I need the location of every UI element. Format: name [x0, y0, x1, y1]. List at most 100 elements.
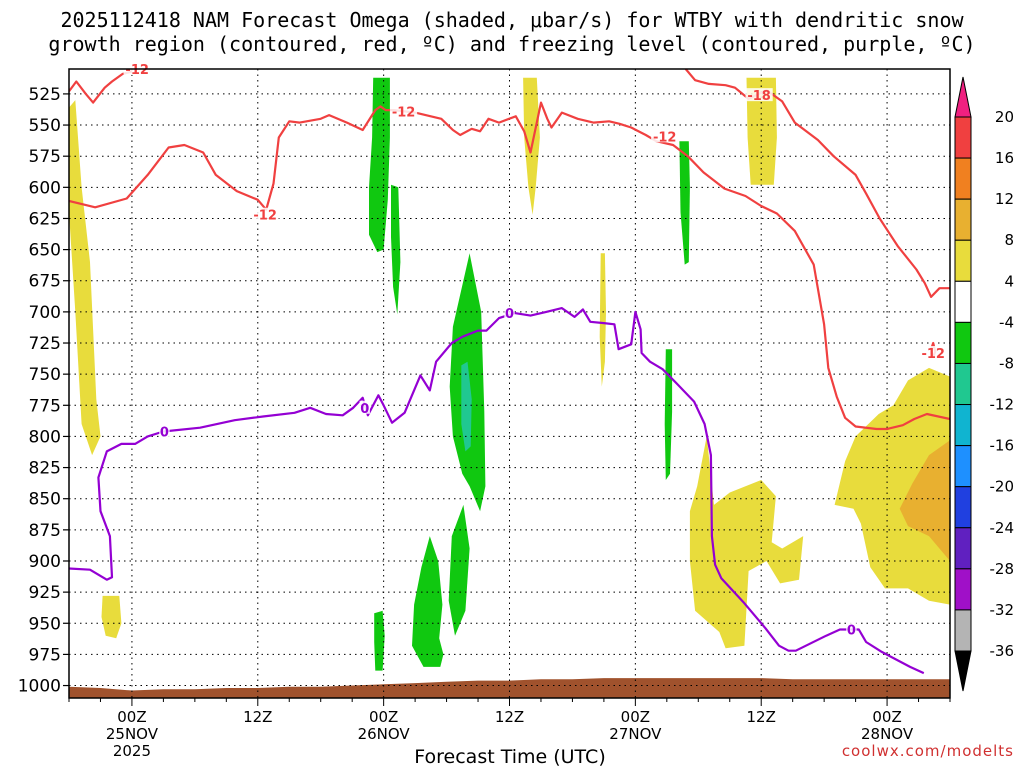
colorbar-bin-3: [954, 198, 972, 241]
freezing-contour-label-4: 0: [847, 623, 856, 638]
dgz-contour-1: [69, 101, 950, 431]
x-tick-label-30-1: 00Z: [369, 708, 398, 726]
y-tick-label-900: 900: [29, 552, 61, 572]
freezing-contour-label-1-bg: [159, 424, 170, 438]
colorbar-label-12: -28: [990, 560, 1015, 578]
y-tick-label-575: 575: [29, 147, 61, 167]
x-tick-label-30-2: 26NOV: [358, 725, 411, 743]
x-tick-label-18-1: 12Z: [243, 708, 272, 726]
colorbar-bin-8: [954, 404, 972, 447]
dgz-contour-label-2-bg: [651, 129, 679, 143]
y-tick-label-950: 950: [29, 614, 61, 634]
gridlines: [69, 69, 950, 698]
x-tick-label-54-1: 00Z: [621, 708, 650, 726]
y-tick-label-675: 675: [29, 272, 61, 292]
chart-title-line2: growth region (contoured, red, ºC) and f…: [48, 32, 976, 56]
omega-region-4: [599, 253, 606, 387]
colorbar-bin-5: [954, 280, 972, 323]
colorbar-label-6: -4: [999, 313, 1014, 331]
x-axis-title: Forecast Time (UTC): [414, 746, 606, 768]
freezing-contour-label-2-bg: [359, 400, 370, 414]
y-tick-label-650: 650: [29, 241, 61, 261]
colorbar: 20 16 12 8 4 -4 -8 -12 -16 -20 -24 -28 -32 -36: [954, 76, 1015, 692]
y-tick-label-525: 525: [29, 85, 61, 105]
omega-region-17: [461, 361, 472, 452]
y-tick-label-750: 750: [29, 365, 61, 385]
omega-region-15: [679, 141, 690, 265]
ground-area: [69, 678, 950, 698]
contour-lines: [69, 69, 950, 675]
freezing-contour-label-2: 0: [360, 402, 369, 417]
freezing-contour-1: [69, 307, 925, 675]
dgz-contour-label-3-bg: [389, 104, 418, 118]
omega-region-1: [69, 100, 101, 456]
chart-title-line1: 2025112418 NAM Forecast Omega (shaded, μ…: [60, 8, 964, 32]
omega-region-7: [834, 367, 950, 605]
omega-region-8: [899, 440, 950, 561]
colorbar-bin-11: [954, 527, 972, 570]
omega-region-16: [664, 349, 673, 480]
colorbar-label-4: 8: [1004, 231, 1014, 249]
freezing-contour-label-4-bg: [846, 622, 857, 636]
colorbar-bin-7: [954, 362, 972, 406]
y-tick-label-625: 625: [29, 209, 61, 229]
credit-text: coolwx.com/modelts: [841, 742, 1014, 760]
x-tick-label-66-1: 12Z: [747, 708, 776, 726]
y-tick-label-850: 850: [29, 490, 61, 510]
x-tick-label-6-3: 2025: [113, 742, 151, 760]
omega-region-9: [369, 77, 390, 253]
y-tick-label-1000: 1000: [18, 677, 61, 697]
colorbar-label-5: 4: [1004, 272, 1014, 290]
ground-terrain: [69, 678, 950, 698]
x-tick-label-6-2: 25NOV: [106, 725, 159, 743]
dgz-contour-label-1-bg: [251, 207, 279, 221]
omega-region-14: [374, 610, 385, 671]
dgz-contour-label-5: -12: [125, 63, 149, 78]
dgz-contour-label-1: -12: [253, 209, 277, 224]
y-tick-label-600: 600: [29, 178, 61, 198]
y-tick-label-875: 875: [29, 521, 61, 541]
y-tick-label-550: 550: [29, 116, 61, 136]
colorbar-bin-1: [954, 116, 972, 159]
colorbar-bin-9: [954, 445, 972, 488]
colorbar-bin-13: [954, 609, 972, 652]
freezing-contour-label-3-bg: [504, 306, 515, 320]
freezing-contour-label-1: 0: [160, 425, 169, 440]
freezing-contour-label-3: 0: [505, 307, 514, 322]
dgz-contour-label-4: -18: [747, 89, 771, 104]
colorbar-label-11: -24: [990, 519, 1015, 537]
dgz-contour-label-2: -12: [653, 130, 677, 145]
dgz-contour-label-6-bg: [919, 345, 947, 359]
y-tick-label-800: 800: [29, 427, 61, 447]
colorbar-label-14: -36: [990, 642, 1015, 660]
colorbar-bin-2: [954, 157, 972, 200]
colorbar-label-10: -20: [990, 478, 1015, 496]
dgz-contour-4: [684, 69, 950, 298]
colorbar-top-arrow: [954, 76, 972, 118]
colorbar-label-8: -12: [990, 396, 1015, 414]
x-tick-label-6-1: 00Z: [117, 708, 146, 726]
omega-region-5: [746, 77, 777, 185]
chart-title: 2025112418 NAM Forecast Omega (shaded, μ…: [0, 8, 1024, 56]
y-axis: 525 550 575 600 625 650 675 700 725 750 775 800 825 8…: [18, 85, 69, 697]
y-tick-label-975: 975: [29, 645, 61, 665]
omega-region-12: [448, 504, 470, 636]
colorbar-bottom-arrow: [954, 650, 972, 692]
omega-shading: [69, 77, 950, 671]
colorbar-label-2: 16: [995, 149, 1014, 167]
dgz-contour-label-6: -12: [921, 347, 945, 362]
x-tick-label-54-2: 27NOV: [609, 725, 662, 743]
x-tick-label-78-2: 28NOV: [861, 725, 914, 743]
colorbar-label-9: -16: [990, 437, 1015, 455]
y-tick-label-725: 725: [29, 334, 61, 354]
omega-region-6: [689, 436, 804, 649]
dgz-contour-5: [69, 70, 133, 104]
colorbar-label-13: -32: [990, 601, 1015, 619]
omega-region-2: [101, 595, 122, 639]
y-tick-label-925: 925: [29, 583, 61, 603]
colorbar-label-7: -8: [999, 354, 1014, 372]
x-tick-label-78-1: 00Z: [872, 708, 901, 726]
omega-region-13: [412, 536, 444, 667]
